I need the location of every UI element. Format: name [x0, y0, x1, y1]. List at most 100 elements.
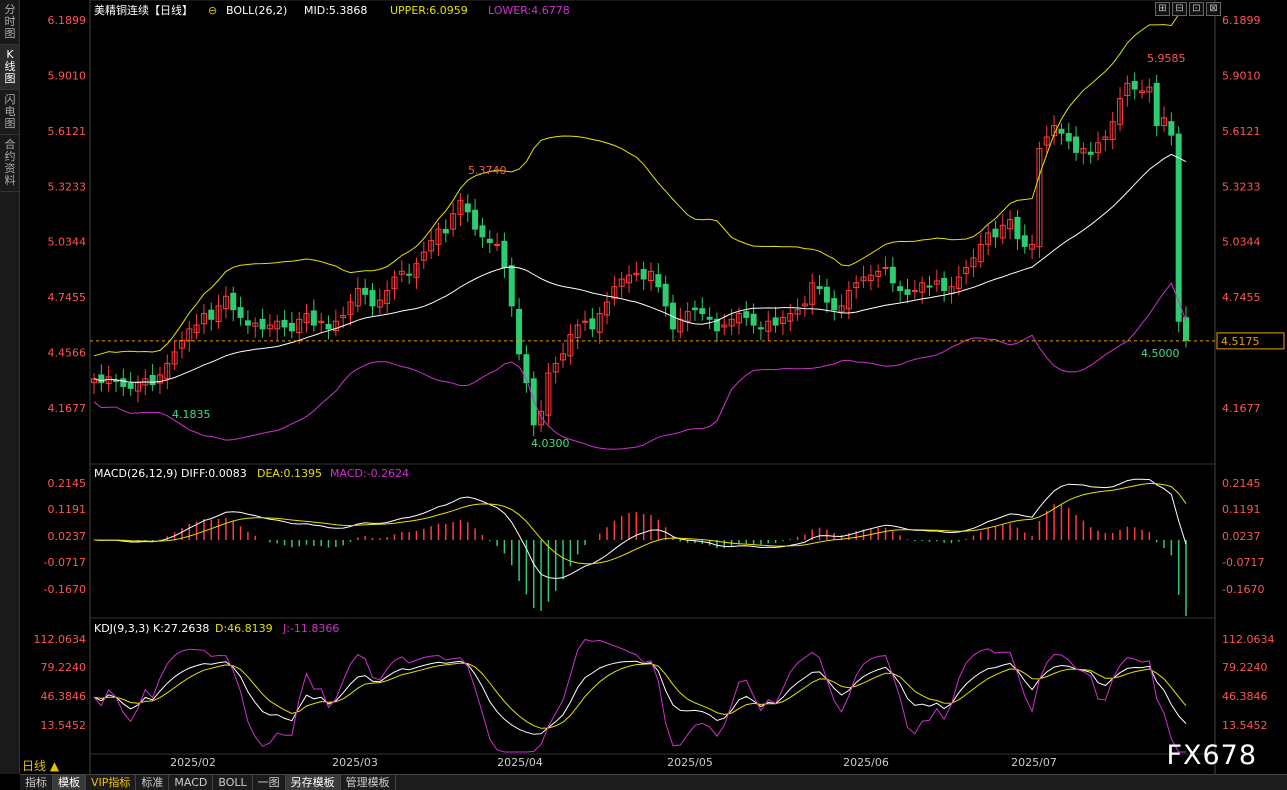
sidebar-tab-1[interactable]: K 线 图: [0, 45, 20, 90]
candle-body: [647, 270, 654, 281]
main-header-1: ⊖: [208, 4, 217, 17]
macd-diff-line: [93, 478, 1187, 580]
candle-body: [428, 240, 435, 252]
kdj-j: J:-11.8366: [282, 622, 339, 635]
candle-body: [1073, 136, 1080, 153]
x-tick-2: 2025/04: [497, 756, 543, 769]
candle-body: [897, 286, 904, 292]
y-tick-left-5: 4.7455: [48, 291, 87, 304]
candle-body: [516, 308, 523, 355]
candle-body: [91, 378, 97, 384]
candle-body: [523, 354, 530, 384]
bottom-tab-0[interactable]: 指标: [20, 775, 53, 790]
candle-body: [787, 313, 794, 322]
candle-body: [765, 320, 772, 332]
candle-body: [332, 320, 339, 332]
candle-body: [750, 313, 757, 326]
main-header-3: MID:5.3868: [304, 4, 367, 17]
main-header-2: BOLL(26,2): [226, 4, 287, 17]
annotation-high-2: 5.9585: [1147, 52, 1186, 65]
sidebar-tab-2[interactable]: 闪 电 图: [0, 90, 20, 135]
candle-body: [1139, 90, 1146, 94]
candle-body: [237, 307, 244, 318]
candle-body: [457, 199, 464, 215]
candle-body: [889, 266, 896, 284]
candle-body: [252, 322, 259, 327]
candle-body: [721, 324, 728, 328]
macd-value: MACD:-0.2624: [330, 467, 409, 480]
main-header-5: LOWER:4.6778: [488, 4, 570, 17]
x-tick-4: 2025/06: [843, 756, 889, 769]
candle-body: [1080, 148, 1087, 154]
candle-body: [442, 228, 449, 234]
bottom-tab-1[interactable]: 模板: [53, 775, 86, 790]
kdj-panel-frame: [89, 617, 1216, 755]
candle-body: [303, 313, 310, 323]
macd-title: MACD(26,12,9) DIFF:0.0083: [94, 467, 247, 480]
candle-body: [853, 282, 860, 289]
bottom-tab-6[interactable]: 一图: [253, 775, 286, 790]
candle-body: [413, 263, 420, 278]
bottom-tab-5[interactable]: BOLL: [213, 775, 253, 790]
candle-body: [479, 225, 486, 238]
window-control-icon-2[interactable]: ⊡: [1189, 2, 1204, 16]
candle-body: [626, 274, 633, 284]
macd-tick-right-2: 0.0237: [1222, 530, 1261, 543]
candle-body: [1065, 133, 1072, 142]
candle-body: [596, 313, 603, 333]
x-tick-3: 2025/05: [667, 756, 713, 769]
bottom-tab-3[interactable]: 标准: [136, 775, 170, 790]
candle-body: [164, 362, 171, 380]
candle-body: [772, 317, 779, 326]
window-control-icon-1[interactable]: ⊟: [1172, 2, 1187, 16]
candle-body: [706, 316, 713, 320]
candle-body: [779, 316, 786, 324]
candle-body: [340, 314, 347, 319]
bottom-tab-2[interactable]: VIP指标: [86, 775, 137, 790]
candle-body: [494, 243, 501, 246]
y-tick-left-2: 5.6121: [48, 125, 87, 138]
bottom-tab-8[interactable]: 管理模板: [341, 775, 396, 790]
sidebar-tab-3[interactable]: 合 约 资 料: [0, 135, 20, 192]
candle-body: [120, 378, 127, 387]
candle-layer: 4.5175 5.3740 5.9585 4.1835 4.0300 4.5000: [90, 2, 1285, 450]
kline-chart[interactable]: 4.5175 5.3740 5.9585 4.1835 4.0300 4.5000 美精铜…: [0, 0, 1287, 774]
candle-body: [735, 313, 742, 324]
sidebar-tab-0[interactable]: 分 时 图: [0, 0, 20, 45]
candle-body: [281, 319, 288, 328]
bottom-tab-7[interactable]: 另存模板: [285, 775, 341, 790]
y-tick-left-0: 6.1899: [48, 14, 87, 27]
candle-body: [713, 318, 720, 332]
candle-body: [1175, 133, 1182, 322]
window-control-icon-3[interactable]: ⊠: [1206, 2, 1221, 16]
macd-dea-line: [93, 482, 1187, 565]
candle-body: [567, 334, 574, 357]
y-tick-right-3: 5.3233: [1222, 180, 1261, 193]
candle-body: [963, 266, 970, 274]
period-selector[interactable]: 日线 ▲: [22, 759, 60, 773]
candle-body: [977, 243, 984, 263]
candle-body: [149, 374, 156, 386]
candle-body: [538, 410, 545, 426]
candle-body: [200, 313, 207, 325]
candle-body: [1036, 148, 1043, 248]
y-tick-left-3: 5.3233: [48, 180, 87, 193]
macd-tick-right-3: -0.0717: [1222, 556, 1264, 569]
x-tick-1: 2025/03: [332, 756, 378, 769]
kdj-tick-right-1: 79.2240: [1222, 661, 1268, 674]
current-price-box: [1216, 332, 1285, 350]
candle-body: [472, 209, 479, 230]
window-control-icon-0[interactable]: ⊞: [1155, 2, 1170, 16]
boll-upper-line: [93, 2, 1187, 357]
candle-body: [508, 265, 515, 307]
macd-panel-frame: [89, 463, 1216, 619]
candle-body: [933, 280, 940, 285]
annotation-low-2: 4.0300: [531, 437, 570, 450]
bottom-tab-4[interactable]: MACD: [169, 775, 214, 790]
bottom-template-bar: 指标 模板 VIP指标 标准 MACD BOLL 一图 另存模板 管理模板: [20, 774, 1287, 790]
candle-body: [699, 308, 706, 315]
candle-body: [911, 290, 918, 293]
candle-body: [589, 318, 596, 330]
